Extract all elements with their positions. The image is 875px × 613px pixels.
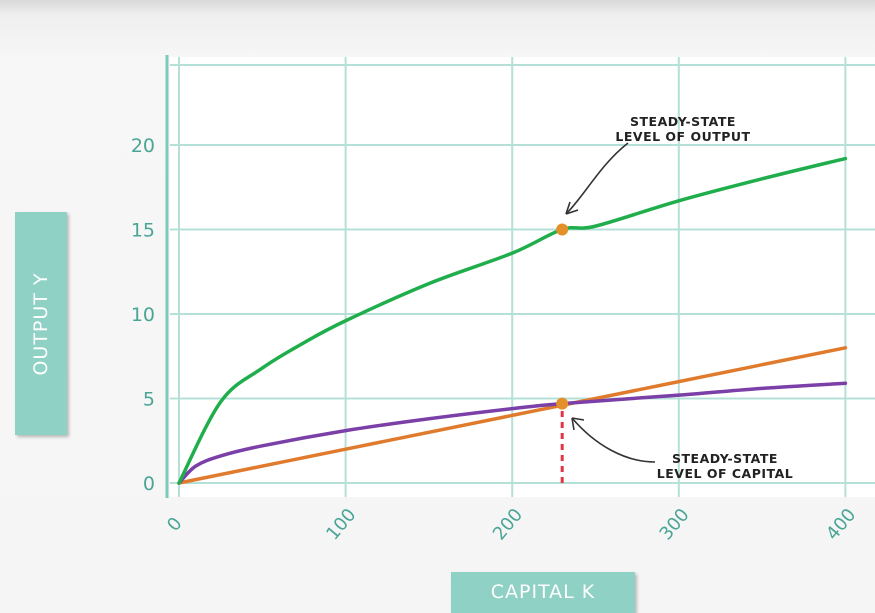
annotation-capital-line-1: STEADY-STATE	[672, 451, 778, 466]
arrow-capital-curve	[571, 417, 656, 463]
arrow-output-curve	[565, 142, 629, 215]
series-line-0	[177, 156, 848, 485]
grid	[170, 57, 875, 497]
steady-state-marker-0	[556, 223, 569, 236]
x-tick-label-0: 0	[163, 513, 186, 535]
y-axis-label-box: OUTPUT Y	[15, 212, 67, 435]
x-tick-label-1: 100	[322, 505, 360, 545]
y-axis-label: OUTPUT Y	[30, 271, 52, 376]
y-tick-label-3: 15	[131, 220, 155, 242]
annotation-capital: STEADY-STATE LEVEL OF CAPITAL	[630, 451, 820, 481]
annotation-output-line-1: STEADY-STATE	[630, 114, 736, 129]
arrow-capital-head	[571, 417, 585, 431]
x-tick-label-3: 300	[656, 505, 694, 545]
x-tick-labels: 0 100 200 300 400	[163, 505, 860, 545]
markers-group	[556, 223, 569, 410]
x-axis-label: CAPITAL K	[490, 581, 596, 603]
steady-state-marker-1	[556, 397, 569, 410]
series-line-2	[177, 381, 848, 485]
y-tick-label-4: 20	[131, 135, 155, 157]
annotation-output: STEADY-STATE LEVEL OF OUTPUT	[608, 114, 758, 144]
y-tick-label-0: 0	[143, 473, 155, 495]
x-axis-label-box: CAPITAL K	[451, 572, 635, 613]
series-group	[177, 156, 848, 485]
annotation-arrows	[565, 142, 656, 463]
x-tick-label-4: 400	[822, 505, 860, 545]
y-tick-labels: 0 5 10 15 20	[131, 135, 155, 495]
annotation-capital-line-2: LEVEL OF CAPITAL	[656, 466, 794, 481]
x-tick-label-2: 200	[489, 505, 527, 545]
annotation-output-line-2: LEVEL OF OUTPUT	[615, 129, 751, 144]
y-tick-label-2: 10	[131, 304, 155, 326]
y-tick-label-1: 5	[143, 389, 155, 411]
plot-background	[170, 57, 875, 497]
top-shadow	[0, 0, 875, 14]
series-line-1	[177, 346, 848, 485]
arrow-output-head	[565, 201, 579, 215]
